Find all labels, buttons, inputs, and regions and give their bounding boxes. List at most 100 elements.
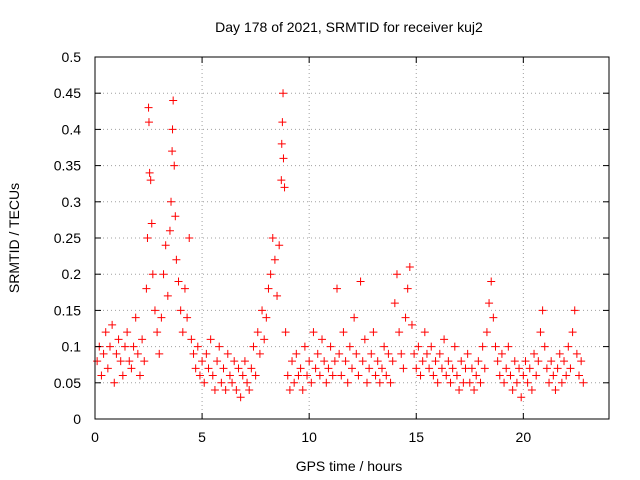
data-point bbox=[551, 386, 560, 395]
data-point bbox=[163, 291, 172, 300]
data-point bbox=[165, 226, 174, 235]
data-point bbox=[390, 299, 399, 308]
data-point bbox=[217, 378, 226, 387]
data-point bbox=[467, 364, 476, 373]
data-point bbox=[343, 378, 352, 387]
data-point bbox=[277, 139, 286, 148]
data-point bbox=[418, 357, 427, 366]
data-point bbox=[283, 371, 292, 380]
data-point bbox=[525, 364, 534, 373]
data-point bbox=[440, 335, 449, 344]
data-point bbox=[125, 357, 134, 366]
data-point bbox=[555, 349, 564, 358]
data-point bbox=[480, 364, 489, 373]
data-point bbox=[333, 284, 342, 293]
data-point bbox=[350, 313, 359, 322]
data-point bbox=[427, 342, 436, 351]
data-point bbox=[538, 306, 547, 315]
data-point bbox=[174, 277, 183, 286]
x-tick-label: 0 bbox=[91, 429, 99, 445]
data-point bbox=[360, 335, 369, 344]
data-point bbox=[497, 349, 506, 358]
data-point bbox=[169, 96, 178, 105]
data-point bbox=[549, 371, 558, 380]
data-point bbox=[448, 364, 457, 373]
data-point bbox=[570, 306, 579, 315]
data-point bbox=[143, 234, 152, 242]
data-point bbox=[260, 335, 269, 344]
data-point bbox=[167, 197, 176, 206]
data-point bbox=[564, 342, 573, 351]
data-point bbox=[491, 342, 500, 351]
data-point bbox=[442, 371, 451, 380]
x-tick-label: 5 bbox=[198, 429, 206, 445]
data-point bbox=[127, 364, 136, 373]
data-point bbox=[493, 357, 502, 366]
data-point bbox=[429, 371, 438, 380]
data-point bbox=[410, 349, 419, 358]
x-axis-label: GPS time / hours bbox=[296, 458, 403, 474]
data-point bbox=[388, 357, 397, 366]
data-point bbox=[135, 371, 144, 380]
data-point bbox=[168, 125, 177, 134]
data-point bbox=[234, 364, 243, 373]
data-point bbox=[232, 386, 241, 395]
data-point bbox=[133, 349, 142, 358]
data-point bbox=[348, 364, 356, 373]
data-point bbox=[172, 255, 181, 264]
data-point bbox=[422, 349, 431, 358]
data-point bbox=[575, 371, 584, 380]
data-point bbox=[403, 284, 412, 293]
data-point bbox=[354, 371, 363, 380]
data-point bbox=[258, 306, 267, 315]
data-point bbox=[382, 371, 391, 380]
data-point bbox=[275, 241, 284, 250]
data-point bbox=[170, 161, 179, 170]
data-point bbox=[579, 378, 588, 387]
y-tick-label: 0.1 bbox=[62, 339, 82, 355]
data-point bbox=[502, 364, 511, 373]
data-point bbox=[123, 328, 132, 337]
data-point bbox=[572, 349, 581, 358]
data-point bbox=[500, 378, 509, 387]
data-point bbox=[230, 357, 239, 366]
data-point bbox=[527, 386, 536, 395]
data-point bbox=[189, 349, 198, 358]
data-point bbox=[142, 284, 151, 293]
data-point bbox=[187, 335, 196, 344]
data-point bbox=[240, 357, 249, 366]
y-tick-label: 0.35 bbox=[54, 158, 81, 174]
data-point bbox=[553, 364, 562, 373]
data-point bbox=[103, 364, 112, 373]
y-tick-label: 0.05 bbox=[54, 375, 81, 391]
data-point bbox=[112, 349, 121, 358]
data-point bbox=[530, 349, 539, 358]
data-point bbox=[155, 349, 164, 358]
data-point bbox=[523, 378, 532, 387]
data-point bbox=[369, 328, 378, 337]
data-point bbox=[345, 342, 354, 351]
data-point bbox=[176, 306, 185, 315]
data-point bbox=[384, 349, 393, 358]
data-point bbox=[144, 118, 153, 127]
data-point bbox=[450, 342, 459, 351]
data-point bbox=[557, 378, 566, 387]
data-point bbox=[146, 176, 155, 185]
grid bbox=[95, 57, 609, 419]
data-point bbox=[508, 386, 517, 395]
data-point bbox=[545, 378, 554, 387]
data-point bbox=[463, 349, 472, 358]
data-point bbox=[131, 313, 140, 322]
data-point bbox=[313, 349, 322, 358]
data-point bbox=[322, 378, 331, 387]
data-point bbox=[168, 147, 177, 156]
chart-title: Day 178 of 2021, SRMTID for receiver kuj… bbox=[215, 19, 483, 35]
data-point bbox=[273, 291, 282, 300]
data-point bbox=[268, 234, 277, 242]
data-point bbox=[171, 212, 180, 221]
data-point bbox=[318, 335, 327, 344]
data-point bbox=[221, 386, 230, 395]
data-point bbox=[280, 183, 289, 192]
data-point bbox=[145, 168, 154, 177]
data-point bbox=[328, 371, 337, 380]
